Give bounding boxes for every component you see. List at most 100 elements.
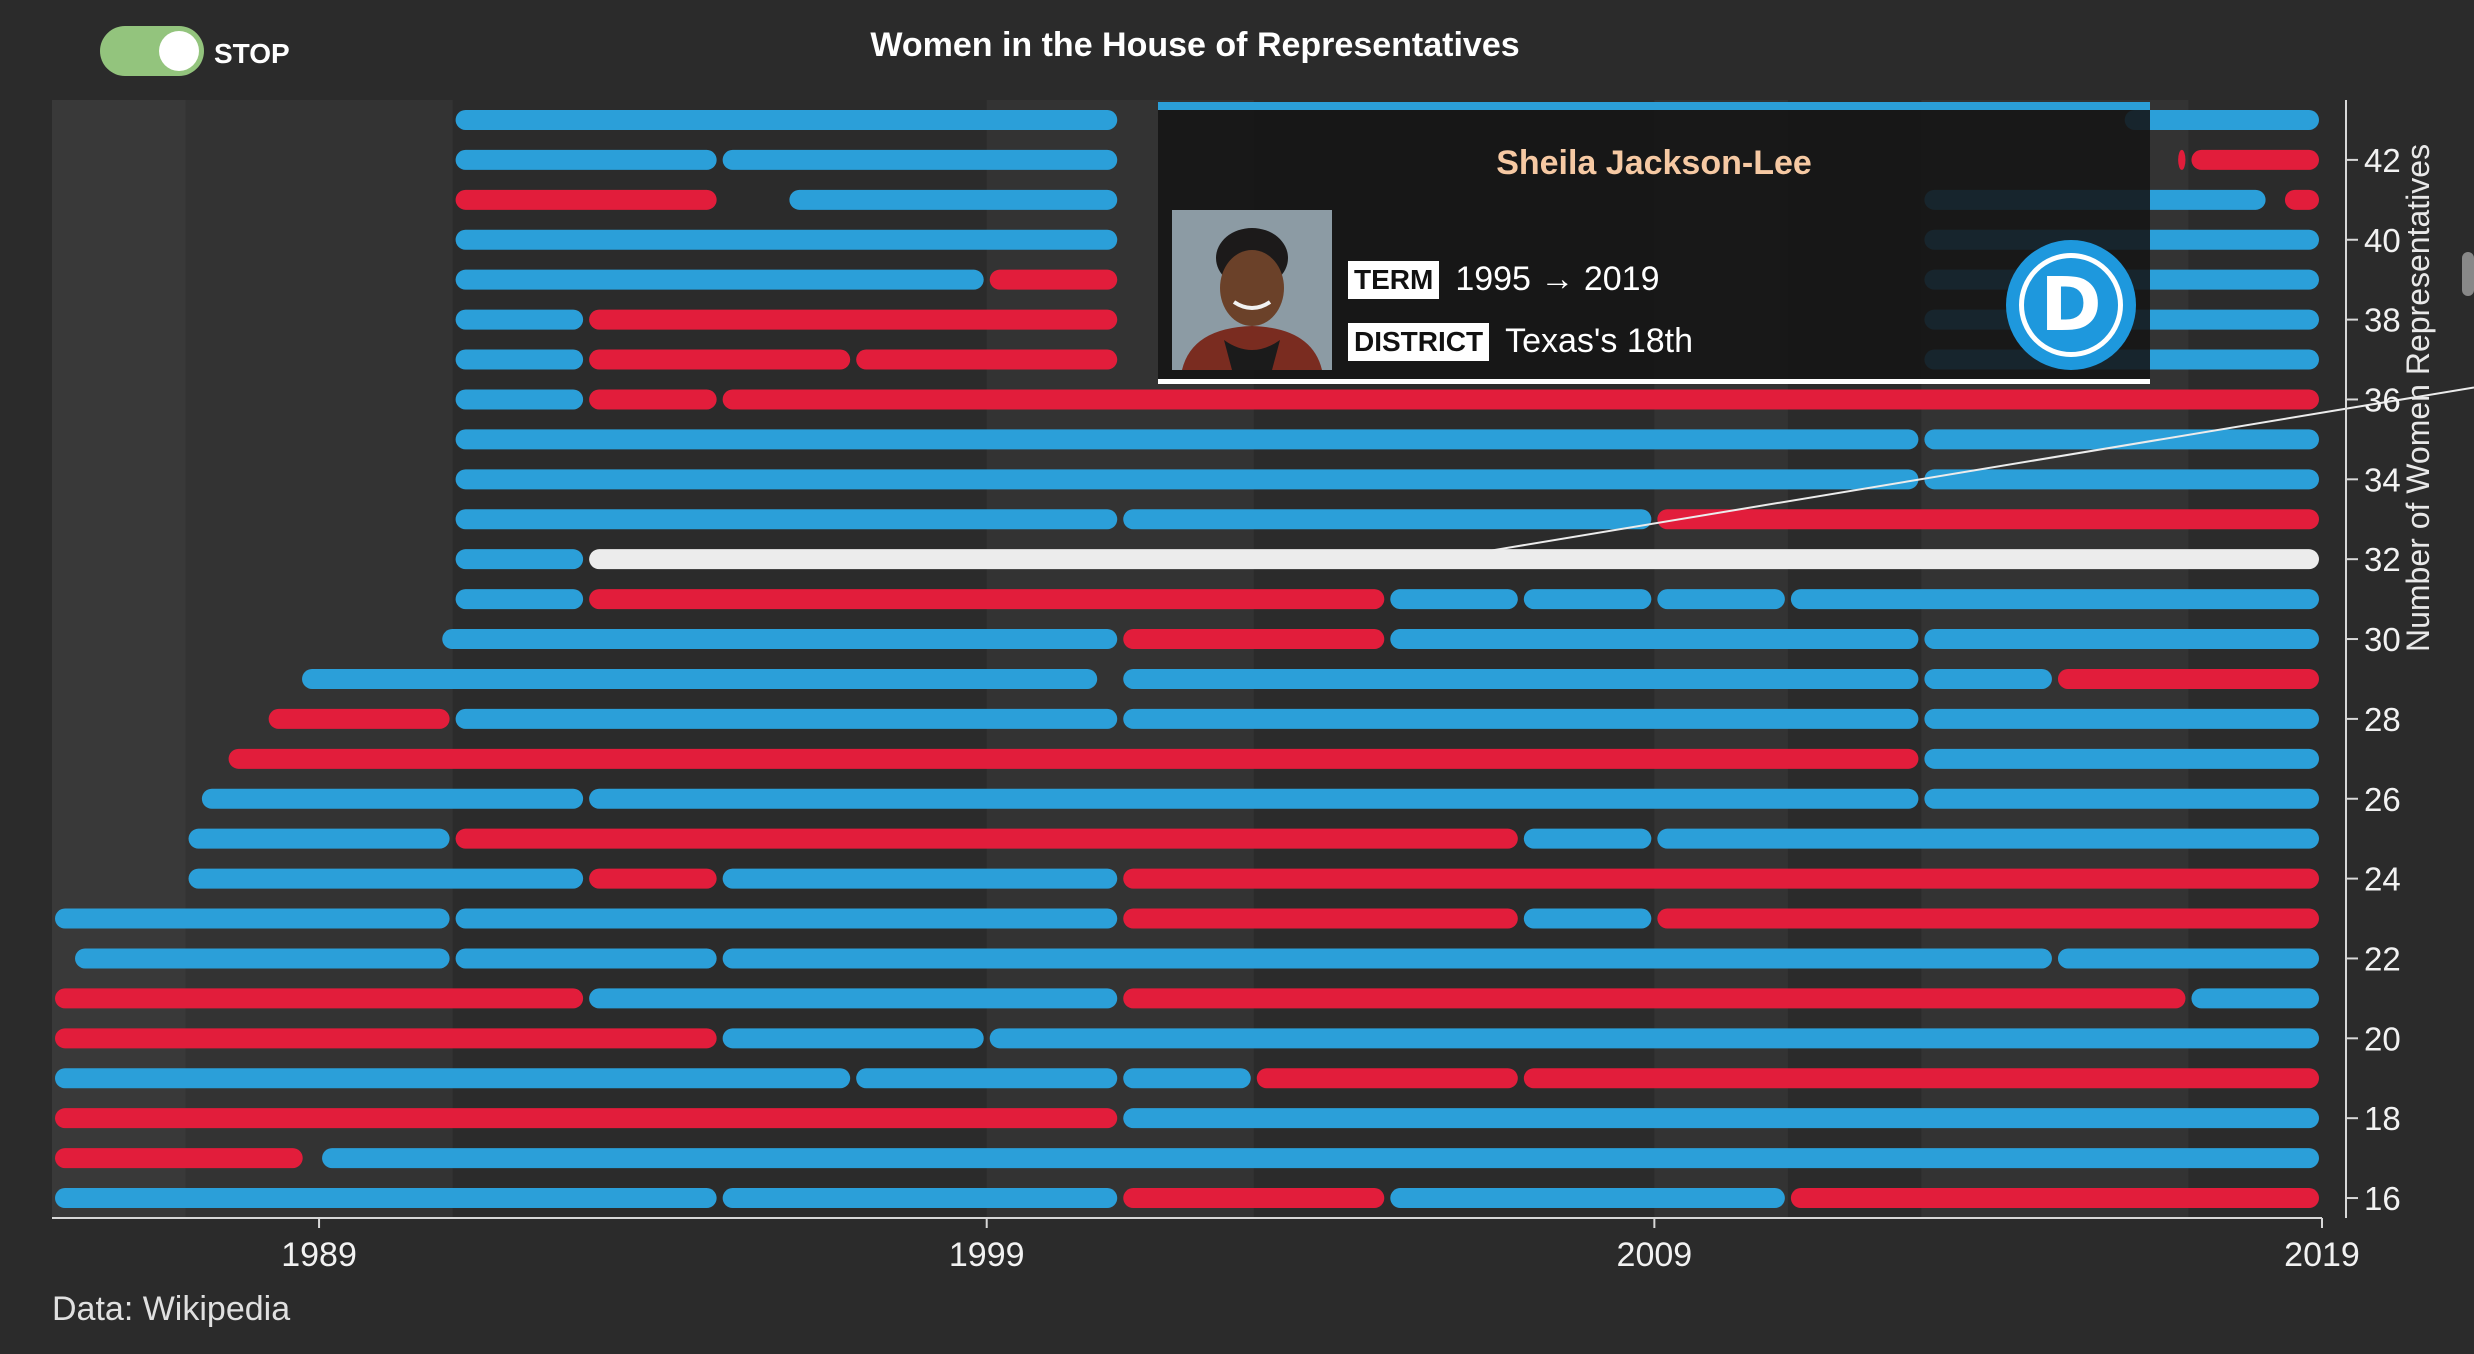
democrat-term-bar [1123,708,1919,729]
republican-term-bar [989,269,1118,290]
republican-term-bar [55,1148,303,1169]
republican-term-bar [1123,1188,1385,1209]
democrat-term-bar [455,109,1118,130]
democrat-term-bar [302,668,1098,689]
democrat-term-bar [75,948,450,969]
democrat-term-bar [722,1028,984,1049]
republican-term-bar [1523,1068,2319,1089]
y-tick-label: 34 [2364,461,2401,498]
term-value: 1995 → 2019 [1455,260,1660,298]
democrat-term-bar [1790,589,2319,610]
republican-term-bar [1123,629,1385,650]
democrat-term-bar [455,509,1118,530]
democrat-term-bar [55,1188,717,1209]
x-tick-label: 1999 [949,1236,1025,1274]
democrat-term-bar [455,149,717,170]
y-tick-label: 24 [2364,861,2401,898]
republican-term-bar [55,988,584,1009]
democrat-term-bar [455,469,1919,490]
democrat-term-bar [455,908,1118,929]
year-band [185,100,453,1218]
democrat-term-bar [455,389,584,410]
y-tick-label: 20 [2364,1020,2401,1057]
portrait-image [1172,210,1332,370]
democrat-term-bar [455,549,584,570]
republican-term-bar [589,349,851,370]
republican-term-bar [589,389,717,410]
democrat-term-bar [1390,629,1919,650]
democrat-term-bar [1123,1068,1251,1089]
republican-term-bar [2284,189,2319,210]
democrat-term-bar [856,1068,1118,1089]
y-tick-label: 16 [2364,1180,2401,1217]
scrollbar-thumb[interactable] [2462,252,2474,296]
republican-term-bar [455,189,717,210]
democrat-term-bar [55,1068,851,1089]
democrat-term-bar [1123,1108,2319,1129]
democrat-term-bar [455,429,1919,450]
democratic-party-logo-icon: D [2006,240,2136,370]
republican-term-bar [2178,149,2186,170]
democrat-term-bar [1123,668,1919,689]
x-tick-label: 2019 [2284,1236,2360,1274]
democrat-term-bar [1924,469,2319,490]
republican-term-bar [2057,668,2319,689]
y-tick-label: 22 [2364,940,2401,977]
member-tooltip: Sheila Jackson-Lee TERM 1995 → 2019 DIST… [1158,102,2150,384]
republican-term-bar [1123,988,2186,1009]
republican-term-bar [228,748,1919,769]
y-tick-label: 30 [2364,621,2401,658]
republican-term-bar [1123,868,2319,889]
republican-term-bar [2191,149,2319,170]
tooltip-name: Sheila Jackson-Lee [1496,144,1812,182]
democrat-term-bar [1657,589,1785,610]
democrat-term-bar [1523,589,1652,610]
y-tick-label: 36 [2364,381,2401,418]
republican-term-bar [1256,1068,1518,1089]
y-tick-label: 38 [2364,302,2401,339]
party-letter: D [2019,253,2123,357]
democrat-term-bar [722,948,2052,969]
animation-toggle[interactable] [100,26,204,76]
republican-term-bar [722,389,2320,410]
republican-term-bar [1657,908,2319,929]
republican-term-bar [589,589,1385,610]
chart-title: Women in the House of Representatives [870,26,1520,64]
democrat-term-bar [589,788,1919,809]
member-photo [1172,210,1332,370]
democrat-term-bar [55,908,450,929]
republican-term-bar [55,1028,717,1049]
tooltip-pointer-line [1487,386,2474,553]
democrat-term-bar [455,309,584,330]
democrat-term-bar [1123,509,1652,530]
toggle-label: STOP [214,38,290,69]
democrat-term-bar [1924,429,2319,450]
year-band [52,100,186,1218]
democrat-term-bar [1390,589,1518,610]
x-tick-label: 1989 [281,1236,357,1274]
democrat-term-bar [1523,828,1652,849]
republican-term-bar [1790,1188,2319,1209]
republican-term-bar [1123,908,1518,929]
term-key: TERM [1348,260,1440,299]
democrat-term-bar [722,1188,1118,1209]
y-tick-label: 26 [2364,781,2401,818]
toggle-knob[interactable] [159,31,199,71]
democrat-term-bar [188,828,450,849]
republican-term-bar [589,309,1118,330]
democrat-term-bar [2191,988,2319,1009]
democrat-term-bar [442,629,1118,650]
democrat-term-bar [1924,788,2319,809]
democrat-term-bar [589,988,1118,1009]
y-tick-label: 18 [2364,1100,2401,1137]
democrat-term-bar [789,189,1118,210]
democrat-term-bar [1924,668,2052,689]
democrat-term-bar [1924,748,2319,769]
democrat-term-bar [455,589,584,610]
republican-term-bar [55,1108,1118,1129]
democrat-term-bar [1924,708,2319,729]
democrat-term-bar [2124,109,2319,130]
democrat-term-bar [322,1148,2319,1169]
y-axis-label: Number of Women Representatives [2400,143,2436,652]
district-row: DISTRICT Texas's 18th [1348,322,1693,361]
